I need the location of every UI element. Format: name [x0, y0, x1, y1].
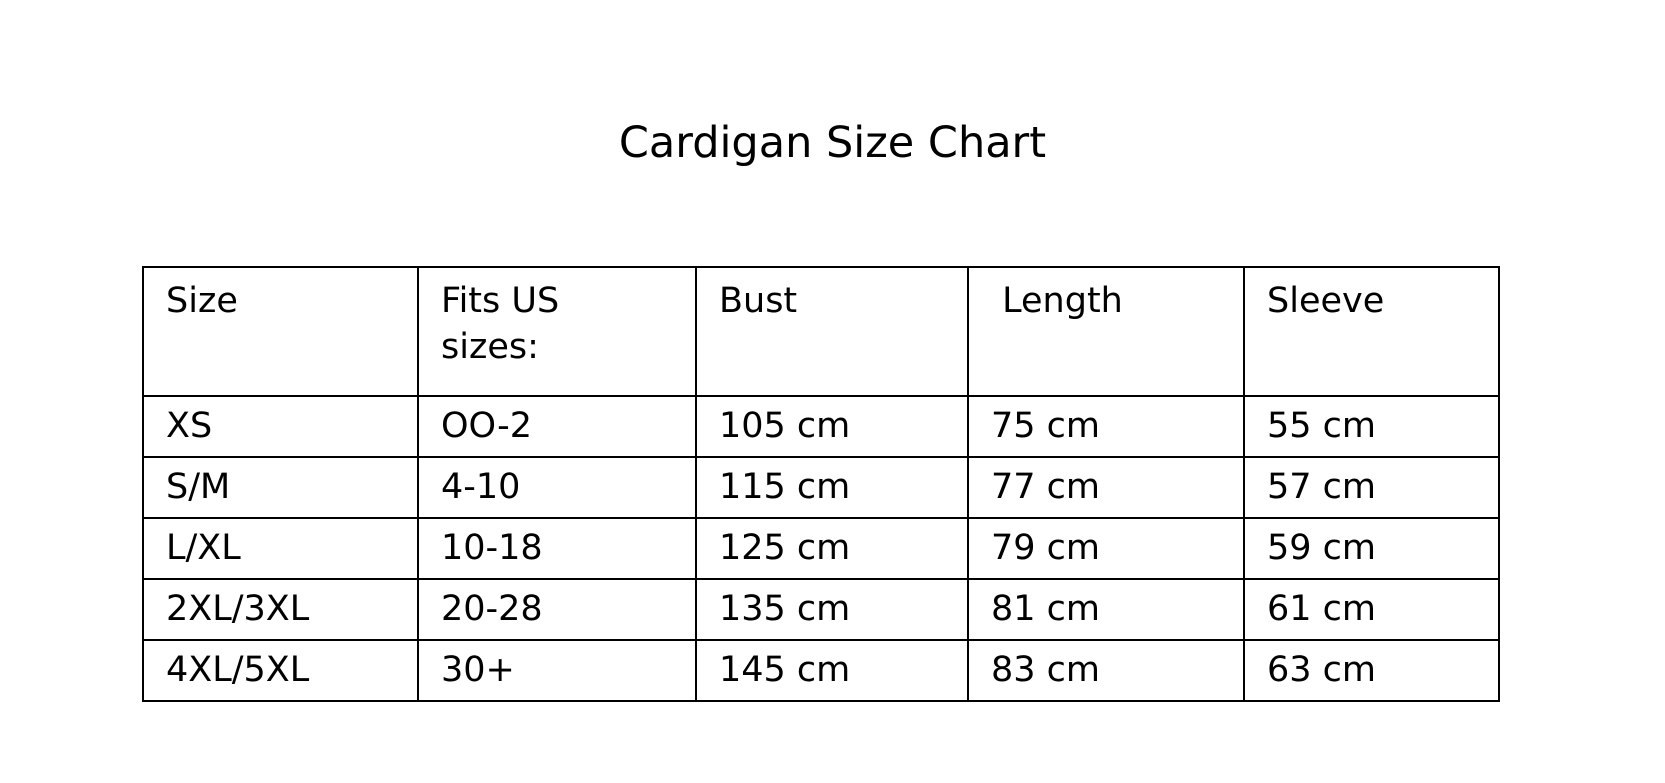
cell-length: 83 cm	[967, 639, 1245, 702]
table-row-xs: XS OO-2 105 cm 75 cm 55 cm	[142, 395, 1500, 458]
cell-sleeve: 61 cm	[1243, 578, 1500, 641]
column-header-fits-us-sizes: Fits US sizes:	[417, 266, 697, 397]
cell-fits: 10-18	[417, 517, 697, 580]
cell-bust: 135 cm	[695, 578, 969, 641]
cell-length: 75 cm	[967, 395, 1245, 458]
cell-sleeve: 57 cm	[1243, 456, 1500, 519]
cell-bust: 145 cm	[695, 639, 969, 702]
cell-size: XS	[142, 395, 419, 458]
cell-size: 2XL/3XL	[142, 578, 419, 641]
cell-size: L/XL	[142, 517, 419, 580]
cell-sleeve: 63 cm	[1243, 639, 1500, 702]
column-header-sleeve: Sleeve	[1243, 266, 1500, 397]
table-row-s-m: S/M 4-10 115 cm 77 cm 57 cm	[142, 456, 1500, 519]
cell-fits: 4-10	[417, 456, 697, 519]
cell-size: S/M	[142, 456, 419, 519]
cell-fits: 20-28	[417, 578, 697, 641]
column-header-size: Size	[142, 266, 419, 397]
header-row: Size Fits US sizes: Bust Length Sleeve	[142, 266, 1500, 397]
table-row-4xl-5xl: 4XL/5XL 30+ 145 cm 83 cm 63 cm	[142, 639, 1500, 702]
cell-length: 79 cm	[967, 517, 1245, 580]
cell-length: 77 cm	[967, 456, 1245, 519]
table-row-2xl-3xl: 2XL/3XL 20-28 135 cm 81 cm 61 cm	[142, 578, 1500, 641]
cell-sleeve: 55 cm	[1243, 395, 1500, 458]
cell-length: 81 cm	[967, 578, 1245, 641]
cell-bust: 115 cm	[695, 456, 969, 519]
column-header-bust: Bust	[695, 266, 969, 397]
table-row-l-xl: L/XL 10-18 125 cm 79 cm 59 cm	[142, 517, 1500, 580]
page-title: Cardigan Size Chart	[618, 118, 1047, 168]
size-chart-table: Size Fits US sizes: Bust Length Sleeve X…	[142, 266, 1500, 702]
column-header-length: Length	[967, 266, 1245, 397]
cell-sleeve: 59 cm	[1243, 517, 1500, 580]
cell-bust: 125 cm	[695, 517, 969, 580]
cell-bust: 105 cm	[695, 395, 969, 458]
cell-fits: 30+	[417, 639, 697, 702]
cell-fits: OO-2	[417, 395, 697, 458]
cell-size: 4XL/5XL	[142, 639, 419, 702]
